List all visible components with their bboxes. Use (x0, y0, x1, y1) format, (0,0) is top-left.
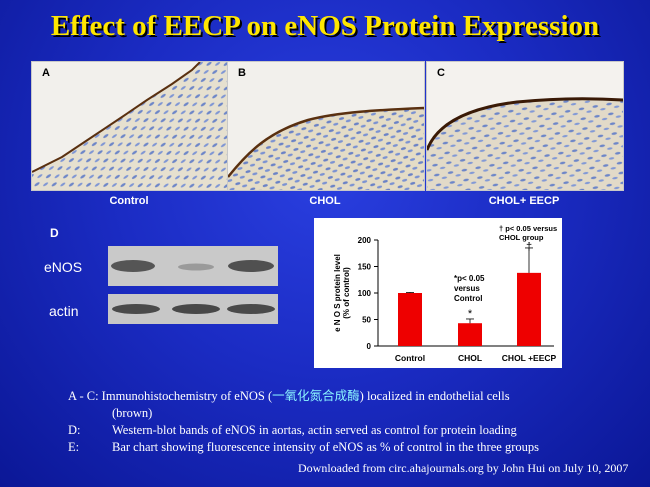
legend-e-text: Bar chart showing fluorescence intensity… (112, 440, 539, 454)
histology-image-b (228, 62, 424, 190)
legend-d-key: D: (68, 423, 81, 437)
panel-caption-chol: CHOL (309, 195, 341, 207)
y-tick-label: 150 (358, 263, 372, 272)
annotation-chol: *p< 0.05 versus Control (454, 274, 485, 303)
bar-1 (458, 323, 482, 346)
significance-dagger: † (526, 241, 532, 253)
blot-actin-bands (112, 304, 275, 314)
y-tick-label: 50 (362, 316, 371, 325)
y-tick-label: 0 (367, 342, 372, 351)
histology-image-a (32, 62, 228, 190)
western-letter: D (50, 226, 59, 240)
bar-2 (517, 272, 541, 346)
blot-actin (108, 294, 278, 324)
legend-d-text: Western-blot bands of eNOS in aortas, ac… (112, 423, 517, 437)
download-note: Downloaded from circ.ahajournals.org by … (298, 461, 629, 475)
bar-chart: 0 50 100 150 200 e N O S protein level(% of c… (333, 224, 557, 363)
x-tick-label: CHOL (458, 353, 482, 363)
legend-a-continued: (brown) (112, 406, 153, 420)
blot-label-actin: actin (49, 303, 79, 319)
panel-letter: A (42, 67, 50, 79)
histology-panel-b: B (227, 61, 425, 191)
annotation-chol-eecp: † p< 0.05 versus CHOL group (499, 224, 557, 242)
panel-caption-control: Control (109, 195, 149, 207)
blot-enos-bands (111, 260, 274, 272)
legend-a-prefix: A - C: Immunohistochemistry of eNOS ( (68, 389, 273, 403)
panel-caption-chol-eecp: CHOL+ EECP (488, 195, 560, 207)
histology-image-c (427, 62, 623, 190)
slide-title: Effect of EECP on eNOS Protein Expressio… (50, 10, 600, 42)
blot-label-enos: eNOS (44, 259, 83, 275)
panel-letter: B (238, 67, 246, 79)
bar-0 (398, 293, 422, 346)
legend-a-chinese: 一氧化氮合成酶 (272, 389, 360, 403)
legend-line-a: A - C: Immunohistochemistry of eNOS (一氧化… (68, 388, 510, 405)
significance-star: * (468, 308, 473, 320)
figure-legend: A - C: Immunohistochemistry of eNOS (一氧化… (68, 388, 643, 456)
y-axis-label: e N O S protein level(% of control) (333, 254, 351, 332)
y-tick-label: 100 (358, 289, 372, 298)
legend-e-key: E: (68, 440, 80, 454)
chart-container: 0 50 100 150 200 e N O S protein level(% of c… (314, 218, 562, 368)
y-tick-label: 200 (358, 236, 372, 245)
legend-a-suffix: ) localized in endothelial cells (359, 389, 510, 403)
histology-panel-a: A (31, 61, 229, 191)
panel-letter: C (437, 67, 445, 79)
x-tick-label: Control (395, 353, 425, 363)
blot-enos (108, 246, 278, 286)
x-tick-label: CHOL +EECP (502, 353, 557, 363)
histology-panel-c: C (426, 61, 624, 191)
